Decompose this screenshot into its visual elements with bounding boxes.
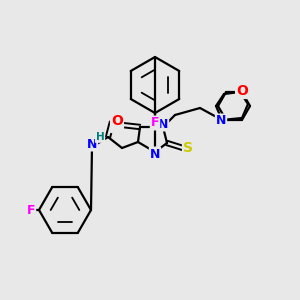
- Text: F: F: [27, 203, 35, 217]
- Text: N: N: [216, 115, 226, 128]
- Text: O: O: [111, 114, 123, 128]
- Text: F: F: [151, 116, 159, 130]
- Text: S: S: [183, 141, 193, 155]
- Text: O: O: [236, 84, 248, 98]
- Text: N: N: [87, 137, 97, 151]
- Text: H: H: [96, 132, 104, 142]
- Text: O: O: [111, 118, 123, 132]
- Text: N: N: [158, 118, 168, 130]
- Text: N: N: [150, 148, 160, 160]
